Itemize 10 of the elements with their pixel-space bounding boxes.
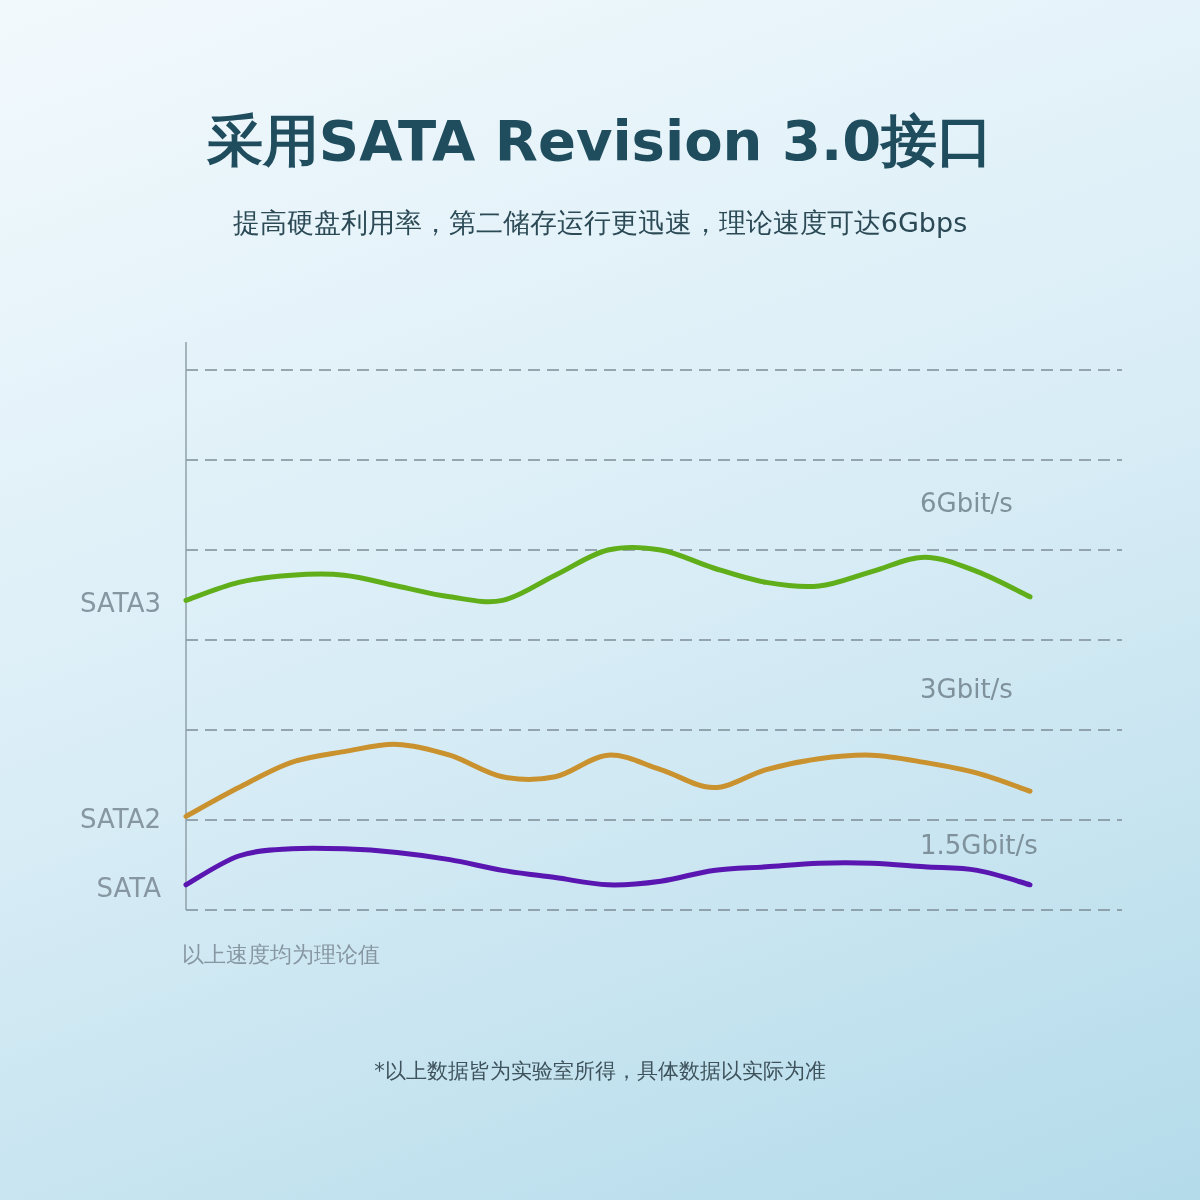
series-label: SATA3 (80, 588, 161, 619)
text: 6Gbit/s (920, 488, 1013, 518)
text: 以上速度均为理论值 (182, 942, 380, 967)
series-label: SATA2 (80, 804, 161, 835)
series-label: SATA (96, 872, 162, 903)
chart-subtitle: 提高硬盘利用率，第二储存运行更迅速，理论速度可达6Gbps (232, 207, 968, 238)
chart-title: 采用SATA Revision 3.0接口 (205, 108, 994, 173)
annotation: 3Gbit/s (920, 674, 1013, 704)
annotation: 1.5Gbit/s (920, 830, 1038, 860)
text: *以上数据皆为实验室所得，具体数据以实际为准 (374, 1059, 826, 1083)
